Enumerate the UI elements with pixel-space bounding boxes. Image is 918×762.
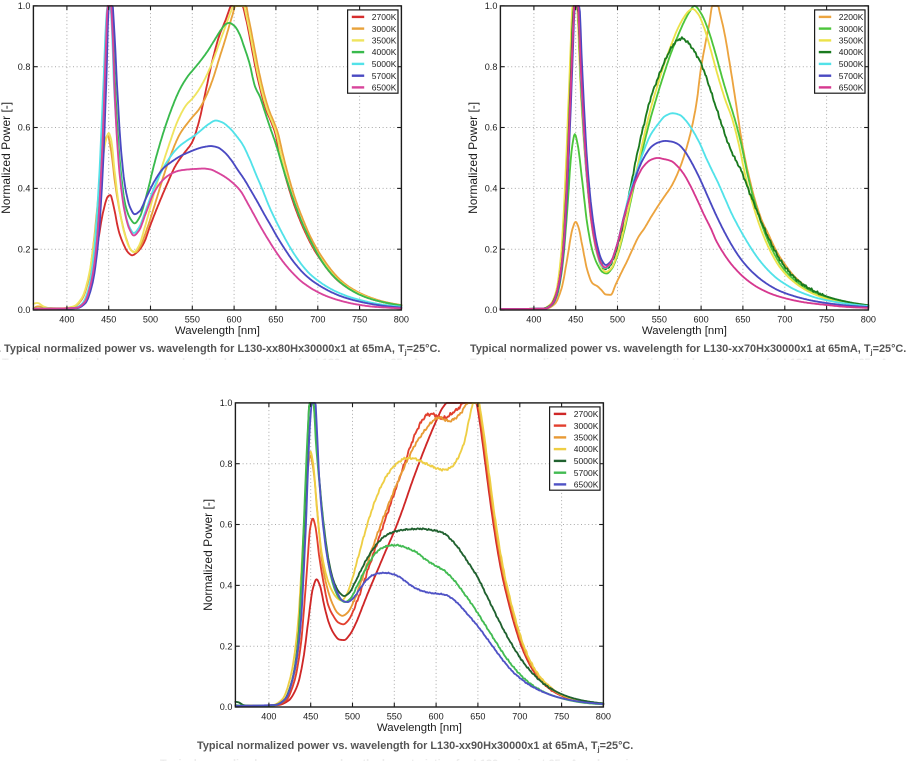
svg-text:Normalized Power [-]: Normalized Power [-] [202, 498, 215, 610]
svg-text:5700K: 5700K [838, 71, 863, 81]
svg-text:650: 650 [268, 314, 283, 324]
svg-text:550: 550 [651, 314, 666, 324]
svg-text:0.6: 0.6 [18, 123, 31, 133]
svg-text:700: 700 [777, 314, 792, 324]
svg-text:6500K: 6500K [372, 83, 397, 93]
svg-text:800: 800 [596, 711, 611, 721]
svg-text:400: 400 [526, 314, 541, 324]
svg-text:750: 750 [819, 314, 834, 324]
svg-text:0.4: 0.4 [220, 580, 233, 590]
svg-text:1.0: 1.0 [18, 1, 31, 11]
svg-text:600: 600 [429, 711, 444, 721]
svg-text:3500K: 3500K [372, 36, 397, 46]
svg-text:2700K: 2700K [574, 409, 599, 419]
svg-text:Normalized Power [-]: Normalized Power [-] [467, 102, 480, 214]
svg-text:5000K: 5000K [838, 59, 863, 69]
svg-text:5000K: 5000K [372, 59, 397, 69]
svg-text:1.0: 1.0 [484, 1, 497, 11]
svg-text:4000K: 4000K [372, 47, 397, 57]
svg-text:2200K: 2200K [838, 12, 863, 22]
svg-text:0.0: 0.0 [18, 305, 31, 315]
svg-text:400: 400 [261, 711, 276, 721]
svg-text:Wavelength [nm]: Wavelength [nm] [175, 325, 260, 337]
svg-text:Wavelength [nm]: Wavelength [nm] [377, 722, 462, 734]
svg-text:600: 600 [227, 314, 242, 324]
svg-text:450: 450 [303, 711, 318, 721]
svg-text:800: 800 [394, 314, 409, 324]
svg-text:750: 750 [352, 314, 367, 324]
svg-text:0.2: 0.2 [18, 244, 31, 254]
svg-text:700: 700 [310, 314, 325, 324]
svg-text:0.2: 0.2 [220, 641, 233, 651]
svg-text:550: 550 [185, 314, 200, 324]
svg-text:0.4: 0.4 [484, 184, 497, 194]
svg-text:Wavelength [nm]: Wavelength [nm] [641, 325, 726, 337]
svg-text:0.6: 0.6 [220, 519, 233, 529]
svg-text:650: 650 [470, 711, 485, 721]
svg-text:3000K: 3000K [838, 24, 863, 34]
svg-text:2700K: 2700K [372, 12, 397, 22]
svg-text:4000K: 4000K [574, 444, 599, 454]
svg-text:3500K: 3500K [574, 432, 599, 442]
svg-text:5700K: 5700K [372, 71, 397, 81]
svg-text:3000K: 3000K [372, 24, 397, 34]
svg-text:450: 450 [568, 314, 583, 324]
svg-text:5000K: 5000K [574, 456, 599, 466]
svg-text:0.8: 0.8 [484, 62, 497, 72]
svg-text:6500K: 6500K [574, 479, 599, 489]
svg-text:0.2: 0.2 [484, 244, 497, 254]
svg-text:650: 650 [735, 314, 750, 324]
svg-text:0.8: 0.8 [220, 458, 233, 468]
svg-text:4000K: 4000K [838, 47, 863, 57]
svg-text:5700K: 5700K [574, 467, 599, 477]
svg-text:6500K: 6500K [838, 83, 863, 93]
svg-text:450: 450 [101, 314, 116, 324]
svg-text:400: 400 [59, 314, 74, 324]
svg-text:600: 600 [693, 314, 708, 324]
svg-text:0.4: 0.4 [18, 184, 31, 194]
svg-text:0.0: 0.0 [484, 305, 497, 315]
svg-text:3500K: 3500K [838, 36, 863, 46]
svg-text:0.6: 0.6 [484, 123, 497, 133]
svg-text:1.0: 1.0 [220, 398, 233, 408]
svg-text:700: 700 [512, 711, 527, 721]
svg-text:550: 550 [387, 711, 402, 721]
svg-text:0.8: 0.8 [18, 62, 31, 72]
svg-text:500: 500 [345, 711, 360, 721]
svg-text:0.0: 0.0 [220, 702, 233, 712]
svg-text:500: 500 [143, 314, 158, 324]
svg-text:500: 500 [610, 314, 625, 324]
svg-text:Normalized Power [-]: Normalized Power [-] [0, 102, 13, 214]
svg-text:800: 800 [860, 314, 875, 324]
svg-text:3000K: 3000K [574, 420, 599, 430]
svg-text:750: 750 [554, 711, 569, 721]
